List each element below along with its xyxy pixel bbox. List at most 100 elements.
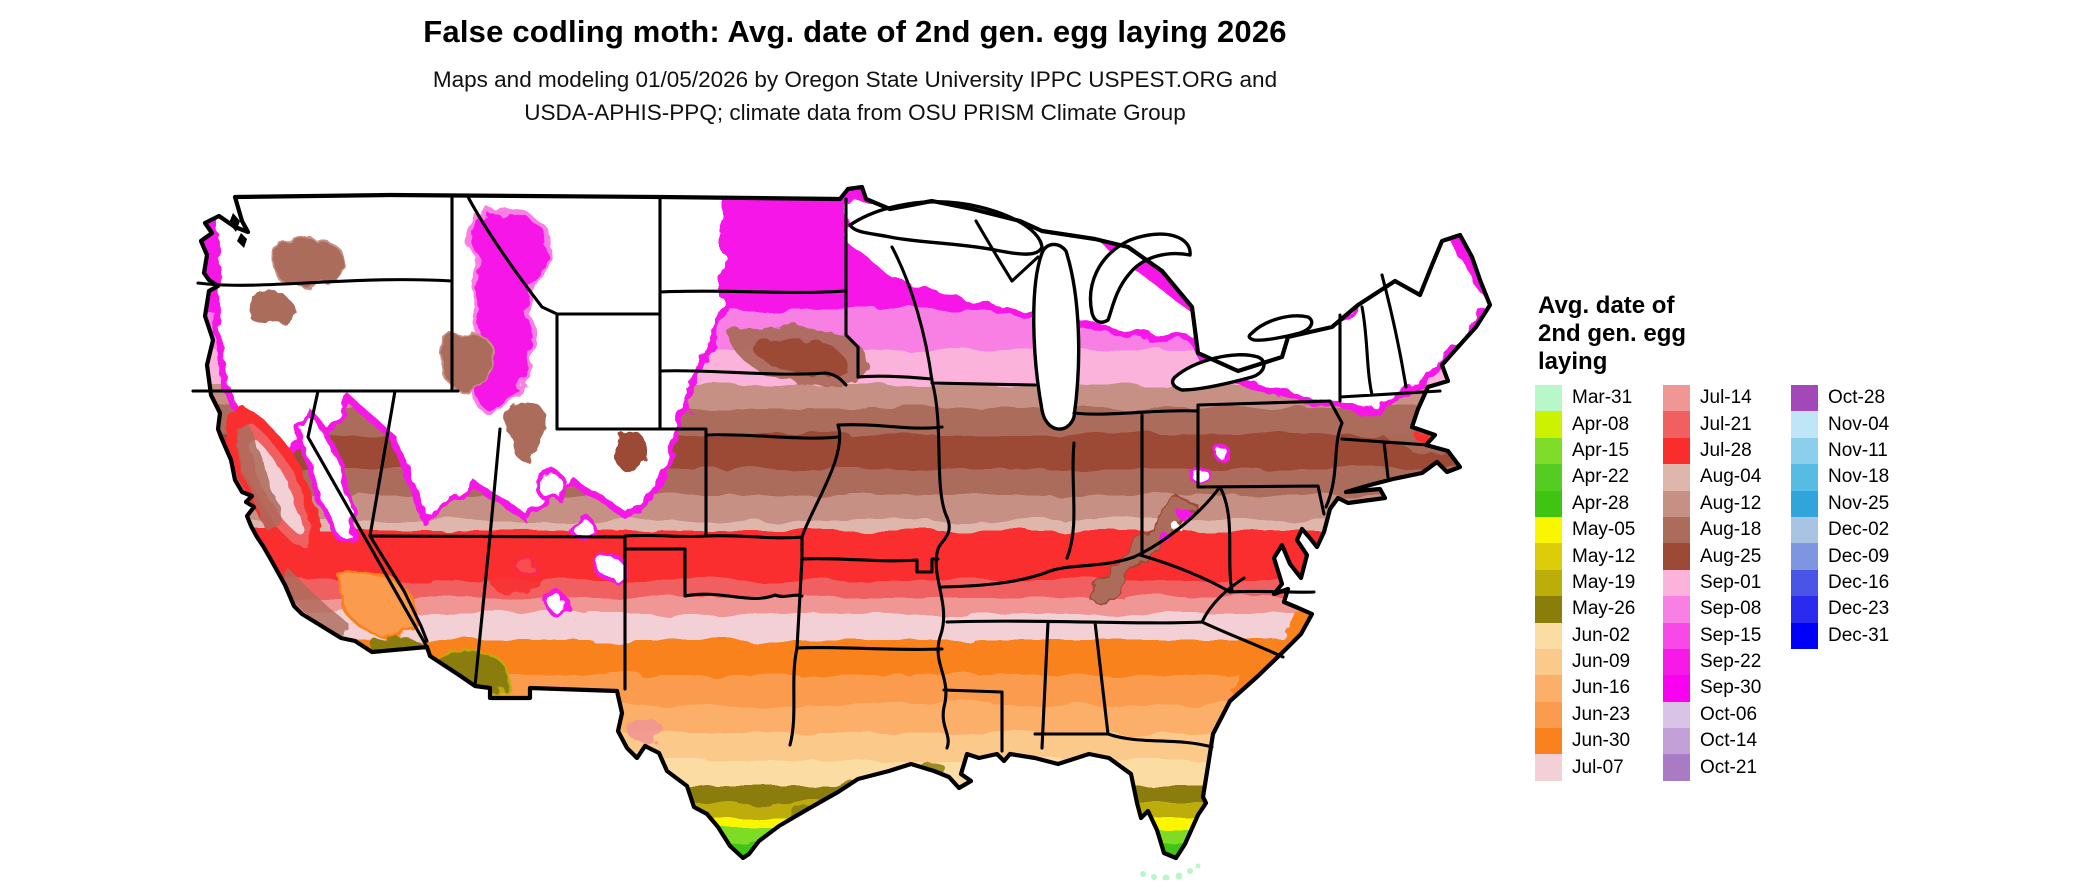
legend-entry-label: Jun-23: [1572, 703, 1631, 725]
subtitle-line-2: USDA-APHIS-PPQ; climate data from OSU PR…: [524, 99, 1186, 125]
legend-swatch: [1535, 516, 1562, 544]
legend-entry-label: Nov-11: [1828, 439, 1888, 461]
legend-entry: Aug-04: [1663, 464, 1791, 491]
legend-entry-label: May-12: [1572, 545, 1636, 567]
legend-entry: Apr-22: [1535, 464, 1663, 491]
legend-swatch: [1663, 728, 1690, 755]
legend-swatch: [1663, 701, 1690, 729]
legend-entry-label: Nov-18: [1828, 466, 1890, 488]
legend-entry-label: Jul-21: [1700, 413, 1752, 435]
legend-entry-label: Apr-15: [1572, 439, 1630, 461]
legend-entry: Oct-21: [1663, 754, 1791, 781]
legend-swatch: [1791, 543, 1818, 570]
legend-swatch: [1535, 569, 1562, 597]
legend-entry-label: Oct-28: [1828, 387, 1886, 409]
legend-entry-label: Sep-30: [1700, 677, 1762, 699]
legend-entry-label: Aug-04: [1700, 466, 1762, 488]
legend-entry: Sep-08: [1663, 596, 1791, 623]
legend-entry: Sep-15: [1663, 622, 1791, 649]
legend-swatch: [1663, 596, 1690, 623]
legend-entry: Oct-14: [1663, 728, 1791, 755]
legend-entry: Apr-15: [1535, 437, 1663, 465]
legend-entry: Nov-04: [1791, 411, 1911, 438]
legend-swatch: [1663, 569, 1690, 597]
legend-entry: Sep-22: [1663, 648, 1791, 676]
legend-title: Avg. date of 2nd gen. egg laying: [1538, 292, 2078, 376]
legend-entry: Jul-14: [1663, 385, 1791, 412]
legend-swatch: [1535, 701, 1562, 729]
legend-column: Mar-31 Apr-08 Apr-15 Apr-22 Apr-28 May-05 May-…: [1535, 385, 1663, 781]
legend-entry-label: Sep-22: [1700, 651, 1762, 673]
legend-swatch: [1663, 675, 1690, 702]
legend-swatch: [1663, 622, 1690, 649]
legend-swatch: [1535, 596, 1562, 623]
page-subtitle: Maps and modeling 01/05/2026 by Oregon S…: [0, 64, 1710, 129]
legend-entry-label: Nov-04: [1828, 413, 1890, 435]
legend-entry-label: Jul-28: [1700, 439, 1752, 461]
legend: Avg. date of 2nd gen. egg laying Mar-31 A…: [1535, 292, 2078, 781]
legend-entry: Mar-31: [1535, 385, 1663, 412]
subtitle-line-1: Maps and modeling 01/05/2026 by Oregon S…: [432, 67, 1278, 92]
legend-swatch: [1535, 675, 1562, 702]
lake-huron: [1088, 232, 1192, 324]
legend-swatch: [1663, 464, 1690, 491]
legend-swatch: [1535, 648, 1562, 676]
legend-entry: Jun-02: [1535, 622, 1663, 649]
legend-entry: Sep-01: [1663, 569, 1791, 597]
legend-swatch: [1535, 385, 1562, 412]
legend-entry-label: Dec-31: [1828, 624, 1890, 646]
legend-swatch: [1535, 754, 1562, 781]
legend-entry: Oct-06: [1663, 701, 1791, 729]
legend-entry-label: May-26: [1572, 598, 1636, 620]
legend-swatch: [1535, 464, 1562, 491]
legend-column: Oct-28 Nov-04 Nov-11 Nov-18 Nov-25 Dec-02 Dec-…: [1791, 385, 1911, 649]
legend-entry-label: Dec-09: [1828, 545, 1890, 567]
legend-swatch: [1791, 411, 1818, 438]
legend-entry-label: Jun-09: [1572, 651, 1631, 673]
legend-swatch: [1663, 754, 1690, 781]
legend-swatch: [1535, 728, 1562, 755]
title-block: False codling moth: Avg. date of 2nd gen…: [0, 14, 1710, 129]
legend-entry: Jun-16: [1535, 675, 1663, 702]
legend-swatch: [1663, 516, 1690, 544]
legend-swatch: [1663, 437, 1690, 465]
legend-entry: Nov-25: [1791, 490, 1911, 517]
legend-entry: Aug-18: [1663, 516, 1791, 544]
legend-entry: Apr-08: [1535, 411, 1663, 438]
legend-entry: Apr-28: [1535, 490, 1663, 517]
legend-swatch: [1535, 543, 1562, 570]
legend-entry: Jul-28: [1663, 437, 1791, 465]
us-map: [190, 184, 1500, 882]
legend-entry: Dec-31: [1791, 622, 1911, 649]
legend-entry: Dec-23: [1791, 596, 1911, 623]
legend-swatch: [1663, 385, 1690, 412]
legend-title-line-2: 2nd gen. egg: [1538, 320, 1687, 347]
legend-entry-label: Jun-02: [1572, 624, 1631, 646]
legend-entry-label: Apr-28: [1572, 492, 1630, 514]
legend-entry-label: Aug-12: [1700, 492, 1762, 514]
legend-swatch: [1535, 490, 1562, 517]
lake-erie: [1170, 353, 1266, 392]
legend-entry: Jul-07: [1535, 754, 1663, 781]
legend-swatch: [1663, 648, 1690, 676]
legend-entry: May-05: [1535, 516, 1663, 544]
legend-entry-label: May-19: [1572, 571, 1636, 593]
legend-swatch: [1535, 411, 1562, 438]
legend-entry-label: Oct-06: [1700, 703, 1758, 725]
legend-swatch: [1535, 437, 1562, 465]
legend-entry-label: Jul-07: [1572, 756, 1624, 778]
us-map-svg: [191, 184, 1493, 882]
legend-swatch: [1663, 543, 1690, 570]
legend-swatch: [1791, 569, 1818, 597]
florida-keys: [1140, 863, 1201, 882]
legend-entry-label: Jun-30: [1572, 730, 1631, 752]
legend-swatch: [1791, 516, 1818, 544]
legend-swatch: [1791, 437, 1818, 465]
legend-entry-label: Jun-16: [1572, 677, 1631, 699]
legend-entry: Nov-11: [1791, 437, 1911, 465]
legend-entry-label: Dec-23: [1828, 598, 1890, 620]
legend-entry: Jun-30: [1535, 728, 1663, 755]
legend-grid: Mar-31 Apr-08 Apr-15 Apr-22 Apr-28 May-05 May-…: [1535, 385, 2078, 781]
legend-entry: Nov-18: [1791, 464, 1911, 491]
